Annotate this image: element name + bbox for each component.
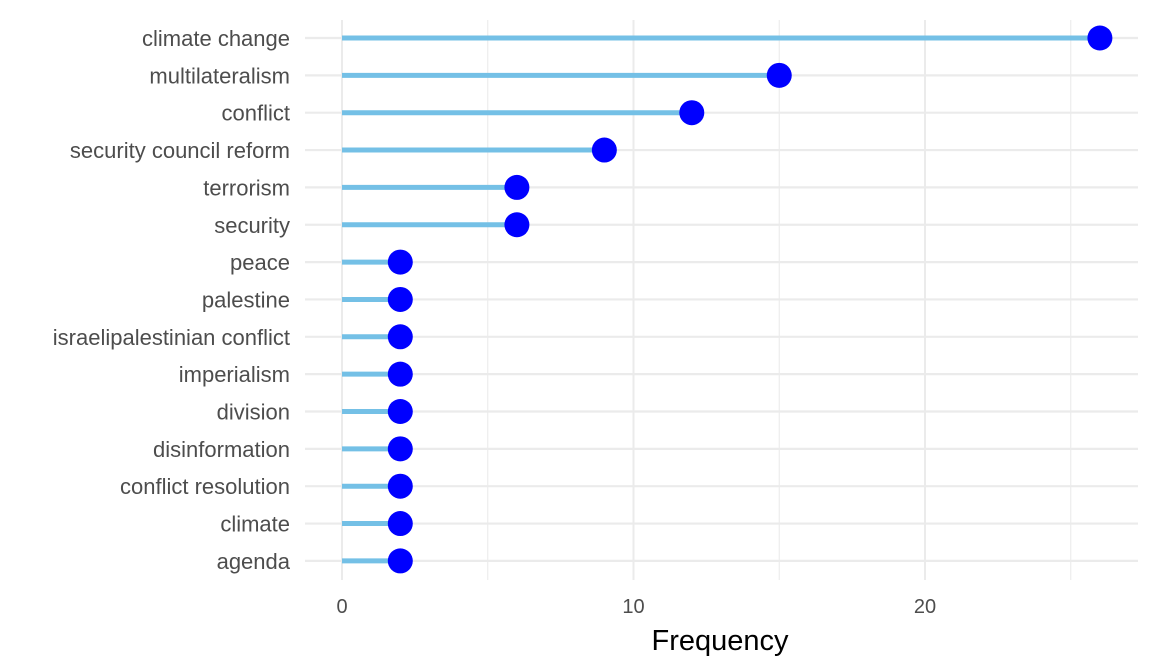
category-label: conflict bbox=[222, 101, 290, 126]
x-tick-labels: 0 10 20 bbox=[336, 596, 936, 618]
lollipop-point bbox=[387, 361, 413, 387]
category-label: terrorism bbox=[203, 175, 290, 200]
x-axis-title: Frequency bbox=[651, 625, 789, 657]
lollipop-point bbox=[504, 174, 530, 200]
lollipop-point bbox=[387, 399, 413, 424]
category-label: imperialism bbox=[179, 362, 290, 387]
lollipop-point bbox=[766, 62, 792, 88]
lollipop-point bbox=[387, 511, 413, 537]
category-label: conflict resolution bbox=[120, 474, 290, 499]
category-label: security council reform bbox=[70, 138, 290, 163]
x-tick-label: 0 bbox=[336, 596, 347, 618]
category-label: security bbox=[214, 213, 290, 238]
lollipop-point bbox=[1087, 25, 1113, 51]
lollipop-point bbox=[387, 473, 413, 499]
lollipop-point bbox=[387, 286, 413, 312]
category-label: agenda bbox=[217, 549, 291, 574]
category-label: climate change bbox=[142, 26, 290, 51]
category-label: disinformation bbox=[153, 437, 290, 462]
lollipop-point bbox=[591, 137, 617, 163]
lollipop-point bbox=[387, 548, 413, 574]
lollipop-point bbox=[387, 436, 413, 462]
category-labels: climate change multilateralism conflict sec… bbox=[53, 26, 291, 574]
x-tick-label: 20 bbox=[914, 596, 936, 618]
lollipop-point bbox=[387, 324, 413, 350]
grid-layer bbox=[305, 20, 1138, 580]
category-label: multilateralism bbox=[149, 63, 290, 88]
x-tick-label: 10 bbox=[622, 596, 644, 618]
category-label: division bbox=[217, 400, 290, 425]
category-label: israelipalestinian conflict bbox=[53, 325, 290, 350]
lollipop-point bbox=[504, 212, 530, 238]
category-label: palestine bbox=[202, 287, 290, 312]
lollipop-point bbox=[387, 249, 413, 275]
category-label: peace bbox=[230, 250, 290, 275]
category-label: climate bbox=[220, 512, 290, 537]
point-layer bbox=[387, 25, 1113, 574]
lollipop-point bbox=[679, 100, 705, 126]
